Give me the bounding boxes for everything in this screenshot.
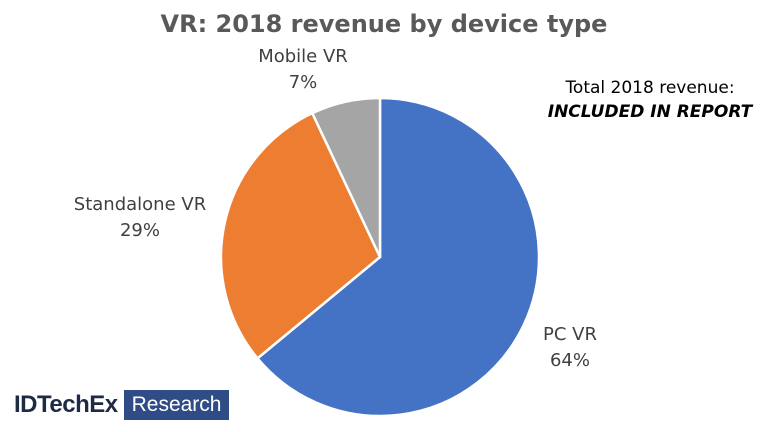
slice-value-mobile-vr: 7% (288, 72, 318, 93)
callout-line-2: INCLUDED IN REPORT (547, 102, 753, 122)
slice-value-standalone-vr: 29% (119, 220, 160, 241)
slice-label-mobile-vr: Mobile VR 7% (228, 44, 378, 96)
slice-label-standalone-vr: Standalone VR 29% (50, 192, 230, 244)
slice-name-standalone-vr: Standalone VR (73, 194, 207, 215)
slice-name-pc-vr: PC VR (543, 324, 597, 345)
slice-value-pc-vr: 64% (549, 350, 590, 371)
logo-research-tag: Research (123, 390, 230, 420)
callout-line-1: Total 2018 revenue: (565, 78, 735, 98)
slice-name-mobile-vr: Mobile VR (258, 46, 348, 67)
logo-brand: IDTechEx (14, 391, 118, 418)
idtechex-logo: IDTechEx Research (14, 390, 230, 420)
pie-slice-mobile-vr (310, 96, 382, 258)
revenue-callout: Total 2018 revenue: INCLUDED IN REPORT (530, 76, 768, 124)
pie-slice-pc-vr (255, 96, 541, 418)
slice-label-pc-vr: PC VR 64% (520, 322, 620, 374)
chart-title: VR: 2018 revenue by device type (160, 10, 608, 38)
